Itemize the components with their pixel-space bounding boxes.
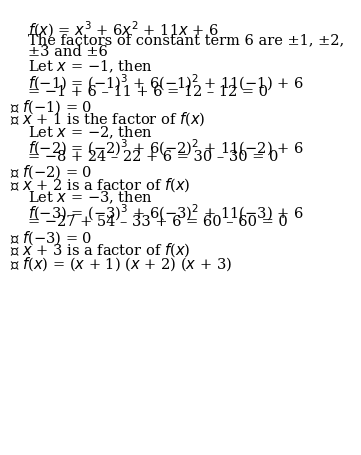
- Text: Let $x$ = −1, then: Let $x$ = −1, then: [28, 59, 153, 75]
- Text: ±3 and ±6: ±3 and ±6: [28, 45, 108, 59]
- Text: Let $x$ = −3, then: Let $x$ = −3, then: [28, 189, 153, 206]
- Text: = −27 + 54 – 33 + 6 = 60 – 60 = 0: = −27 + 54 – 33 + 6 = 60 – 60 = 0: [28, 215, 287, 229]
- Text: ∴ $\it{f}$(−1) = 0: ∴ $\it{f}$(−1) = 0: [10, 98, 92, 116]
- Text: $\it{f}$(−1) = (−1)$^3$ + 6(−1)$^2$ + 11(−1) + 6: $\it{f}$(−1) = (−1)$^3$ + 6(−1)$^2$ + 11…: [28, 72, 304, 92]
- Text: ∴ $x$ + 1 is the factor of $\it{f}$($x$): ∴ $x$ + 1 is the factor of $\it{f}$($x$): [10, 111, 205, 128]
- Text: ∴ $x$ + 2 is a factor of $\it{f}$($x$): ∴ $x$ + 2 is a factor of $\it{f}$($x$): [10, 176, 190, 193]
- Text: ∴ $\it{f}$(−2) = 0: ∴ $\it{f}$(−2) = 0: [10, 163, 92, 181]
- Text: The factors of constant term 6 are ±1, ±2,: The factors of constant term 6 are ±1, ±…: [28, 33, 344, 47]
- Text: $\it{f}$($x$) = $x^3$ + 6$x^2$ + 11$x$ + 6: $\it{f}$($x$) = $x^3$ + 6$x^2$ + 11$x$ +…: [28, 20, 219, 40]
- Text: ∴ $\it{f}$($x$) = ($x$ + 1) ($x$ + 2) ($x$ + 3): ∴ $\it{f}$($x$) = ($x$ + 1) ($x$ + 2) ($…: [10, 254, 232, 272]
- Text: ∴ $\it{f}$(−3) = 0: ∴ $\it{f}$(−3) = 0: [10, 228, 92, 246]
- Text: ∴ $x$ + 3 is a factor of $\it{f}$($x$): ∴ $x$ + 3 is a factor of $\it{f}$($x$): [10, 241, 190, 258]
- Text: $\it{f}$(−2) = (−2)$^3$ + 6(−2)$^2$ + 11(−2) + 6: $\it{f}$(−2) = (−2)$^3$ + 6(−2)$^2$ + 11…: [28, 137, 304, 157]
- Text: Let $x$ = −2, then: Let $x$ = −2, then: [28, 124, 153, 140]
- Text: $\it{f}$(−3) = (−3)$^3$ + 6(−3)$^2$ + 11(−3) + 6: $\it{f}$(−3) = (−3)$^3$ + 6(−3)$^2$ + 11…: [28, 202, 304, 223]
- Text: = −8 + 24 – 22 + 6 = 30 – 30 = 0: = −8 + 24 – 22 + 6 = 30 – 30 = 0: [28, 150, 278, 164]
- Text: = −1 + 6 – 11 + 6 = 12 – 12 = 0: = −1 + 6 – 11 + 6 = 12 – 12 = 0: [28, 85, 268, 99]
